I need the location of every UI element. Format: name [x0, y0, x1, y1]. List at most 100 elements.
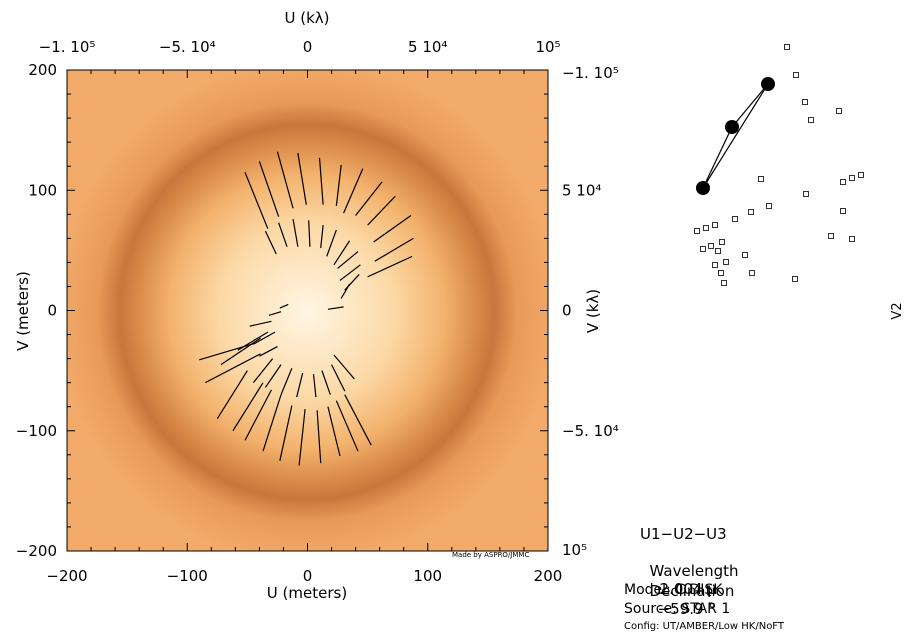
uv-track: [199, 342, 256, 361]
uv-track: [279, 303, 289, 309]
v2-point: [849, 175, 855, 181]
uv-track: [344, 394, 372, 446]
telescope-marker: [725, 120, 739, 134]
wavelength-label: Wavelength: [649, 562, 739, 580]
v2-point: [748, 209, 754, 215]
v2-point: [700, 246, 706, 252]
uv-track: [335, 164, 342, 206]
y-axis-title: V (meters): [14, 271, 32, 351]
v2-point: [808, 117, 814, 123]
uv-track: [276, 151, 294, 209]
v2-point: [758, 176, 764, 182]
uv-track: [244, 171, 269, 229]
y2-axis-title: V (kλ): [584, 289, 602, 333]
uv-track: [367, 195, 396, 226]
uv-track: [220, 337, 261, 366]
uv-track: [268, 311, 282, 316]
x-tick-label: 0: [303, 567, 313, 585]
uv-tracks: [199, 151, 414, 466]
v2-point: [723, 259, 729, 265]
y2-tick-label: −5. 10⁴: [562, 422, 619, 440]
uv-track: [326, 229, 337, 257]
uv-track: [333, 354, 355, 380]
x-tick-label: 100: [413, 567, 442, 585]
declination-value: −59.9 °: [657, 600, 716, 618]
telescope-marker: [761, 77, 775, 91]
uv-track: [337, 251, 359, 269]
v2-point: [712, 262, 718, 268]
uv-track: [205, 353, 261, 384]
uv-track: [262, 394, 282, 452]
source-label: Source: STAR 1: [624, 601, 731, 617]
v2-point: [742, 252, 748, 258]
credit-text: Made by ASPRO/JMMC: [452, 551, 530, 559]
x2-tick-label: 0: [303, 38, 313, 56]
v2-point: [718, 270, 724, 276]
x2-tick-label: 5 10⁴: [408, 38, 447, 56]
declination-label: Declination: [649, 582, 735, 600]
v2-point: [840, 179, 846, 185]
v2-point: [721, 280, 727, 286]
uv-track: [355, 181, 383, 216]
uv-track: [258, 161, 280, 217]
x-tick-label: −200: [46, 567, 87, 585]
uv-track: [320, 225, 324, 249]
v2-point: [749, 270, 755, 276]
y-tick-label: −100: [16, 422, 57, 440]
uv-track: [331, 364, 346, 392]
triangle-edge: [702, 83, 769, 189]
uv-track: [373, 215, 412, 243]
telescope-triangle: [696, 77, 775, 195]
uv-track: [264, 230, 277, 255]
y-tick-label: 100: [28, 181, 57, 199]
y2-tick-label: 10⁵: [562, 541, 587, 559]
v2-point: [694, 228, 700, 234]
v2-point: [802, 99, 808, 105]
uv-track: [253, 331, 276, 345]
uv-track: [297, 152, 307, 205]
visibility-map-background: [67, 70, 548, 551]
v2-point: [715, 248, 721, 254]
uv-track: [318, 157, 324, 205]
x2-tick-label: −5. 10⁴: [159, 38, 216, 56]
v2-point: [858, 172, 864, 178]
v2-point: [703, 225, 709, 231]
v2-points: [694, 44, 864, 286]
uv-track: [296, 372, 304, 398]
uv-track: [343, 168, 364, 214]
uv-track: [279, 405, 293, 461]
uv-track: [278, 222, 288, 247]
uv-track: [312, 374, 317, 398]
uv-track: [249, 320, 272, 327]
y2-tick-label: 0: [562, 302, 572, 320]
v2-point: [766, 203, 772, 209]
uv-track: [308, 220, 311, 247]
uv-track: [321, 370, 331, 395]
v2-point: [803, 191, 809, 197]
uv-track: [216, 370, 248, 420]
uv-track: [232, 382, 264, 432]
uv-track: [335, 400, 359, 452]
x2-axis-title: U (kλ): [284, 9, 329, 27]
uv-track: [292, 219, 299, 247]
uv-track: [374, 237, 414, 262]
wavelength-value: 2.004 μ: [659, 580, 717, 598]
x-axis-title: U (meters): [267, 584, 347, 602]
uv-track: [340, 283, 351, 299]
v2-point: [793, 72, 799, 78]
v2-point: [712, 222, 718, 228]
config-label: Config: UT/AMBER/Low HK/NoFT: [624, 621, 784, 632]
x-tick-label: −100: [167, 567, 208, 585]
uv-track: [367, 255, 413, 278]
uv-track: [259, 346, 278, 357]
model-label: Model: C DISK: [624, 582, 723, 598]
y-tick-label: 200: [28, 61, 57, 79]
v2-point: [828, 233, 834, 239]
uv-track: [316, 410, 322, 464]
x2-tick-label: −1. 10⁵: [39, 38, 96, 56]
uv-track: [252, 358, 274, 384]
uv-track: [339, 264, 361, 281]
y2-tick-label: −1. 10⁵: [562, 64, 619, 82]
